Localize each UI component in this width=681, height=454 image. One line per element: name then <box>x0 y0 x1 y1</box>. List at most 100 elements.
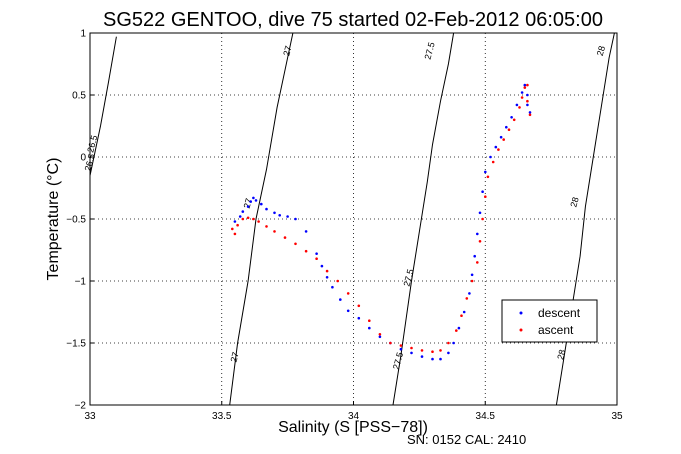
ascent-point <box>518 106 521 109</box>
y-axis: −2 −1.5 −1 −0.5 0 0.5 1 <box>66 29 94 412</box>
descent-point <box>420 355 424 358</box>
ascent-point <box>410 346 413 350</box>
descent-point <box>339 298 342 301</box>
y-axis-label: Temperature (°C) <box>45 158 62 281</box>
descent-point <box>294 217 297 221</box>
ascent-point <box>304 249 308 253</box>
x-tick-label: 35 <box>611 411 623 422</box>
descent-point <box>478 211 482 215</box>
descent-point <box>526 103 529 107</box>
descent-point <box>523 83 527 87</box>
descent-point <box>399 347 403 351</box>
legend: descent ascent <box>501 299 598 343</box>
descent-point <box>252 196 255 200</box>
descent-point <box>346 309 350 313</box>
ascent-point <box>257 220 260 223</box>
contour-label: 27 <box>229 351 241 363</box>
contour-label: 28 <box>568 196 580 208</box>
contour-label: 27 <box>281 45 293 57</box>
descent-point <box>481 190 484 193</box>
descent-point <box>241 210 245 213</box>
ascent-point <box>357 304 361 308</box>
ascent-point <box>346 292 350 295</box>
ascent-point <box>497 148 500 151</box>
descent-point <box>286 215 289 218</box>
x-tick-label: 34 <box>348 411 360 422</box>
density-contour-line <box>392 32 455 406</box>
descent-point <box>452 341 455 345</box>
x-tick-label: 33.5 <box>212 411 232 422</box>
descent-point <box>526 93 529 97</box>
contour-label: 27.5 <box>401 268 415 288</box>
footer-text: SN: 0152 CAL: 2410 <box>407 432 526 447</box>
ascent-point <box>431 350 434 354</box>
y-tick-label: 0 <box>80 153 86 164</box>
descent-point <box>462 310 466 314</box>
ascent-point <box>481 217 484 221</box>
descent-point <box>520 91 524 94</box>
y-tick-label: −2 <box>75 401 87 412</box>
legend-label-ascent: ascent <box>538 323 574 337</box>
descent-point <box>447 351 450 355</box>
ascent-point <box>447 341 450 345</box>
ascent-point <box>478 240 482 243</box>
ascent-point <box>389 341 392 345</box>
descent-point <box>378 335 382 339</box>
descent-point <box>505 125 508 129</box>
descent-point <box>254 199 258 202</box>
contour-label: 28 <box>595 45 607 57</box>
ascent-point <box>460 314 463 318</box>
chart-title: SG522 GENTOO, dive 75 started 02-Feb-201… <box>103 9 603 31</box>
y-tick-label: 1 <box>80 29 86 40</box>
density-contours: 26.5 27 27.5 28 27 27.5 28 27 27.5 28 26.5 <box>83 32 615 406</box>
y-tick-label: −1.5 <box>66 339 86 350</box>
ascent-point <box>325 269 329 273</box>
descent-point <box>457 326 461 330</box>
ascent-point <box>294 242 297 246</box>
descent-point <box>315 252 318 255</box>
descent-point <box>249 200 252 203</box>
x-axis-label: Salinity (S [PSS−78]) <box>278 419 428 436</box>
data-points <box>231 83 532 361</box>
contour-label: 27.5 <box>423 41 437 61</box>
ascent-point <box>315 257 318 261</box>
ascent-point <box>520 96 524 99</box>
descent-point <box>260 202 263 206</box>
ascent-point <box>252 217 255 221</box>
descent-point <box>357 316 361 320</box>
ascent-point <box>507 128 511 131</box>
y-tick-label: −0.5 <box>66 215 86 226</box>
descent-point <box>410 351 413 355</box>
x-tick-label: 34.5 <box>476 411 496 422</box>
ascent-point <box>368 319 371 323</box>
descent-point <box>273 211 276 215</box>
plot-area: 26.5 27 27.5 28 27 27.5 28 27 27.5 28 26.5 <box>83 32 618 406</box>
contour-label: 26.5 <box>83 153 97 173</box>
ascent-point <box>378 333 382 336</box>
y-tick-label: −1 <box>75 277 87 288</box>
descent-point <box>476 232 479 236</box>
descent-point <box>238 215 242 218</box>
ascent-point <box>273 230 276 233</box>
y-tick-label: 0.5 <box>72 91 86 102</box>
descent-point <box>494 145 498 149</box>
descent-point <box>489 155 492 159</box>
ascent-point <box>439 349 442 352</box>
ascent-point <box>246 216 250 220</box>
ascent-point <box>283 236 287 239</box>
legend-box <box>501 299 598 343</box>
ascent-point <box>476 261 479 264</box>
ascent-point <box>399 344 403 347</box>
ascent-point <box>336 279 340 283</box>
descent-point <box>265 207 268 211</box>
descent-point <box>439 357 442 361</box>
descent-point <box>331 285 334 289</box>
ascent-point <box>233 232 237 236</box>
descent-point <box>510 116 513 119</box>
ascent-point <box>486 175 490 179</box>
contour-label: 28 <box>555 348 567 360</box>
ascent-point <box>265 225 268 228</box>
descent-point <box>515 103 519 107</box>
descent-point <box>325 276 329 279</box>
